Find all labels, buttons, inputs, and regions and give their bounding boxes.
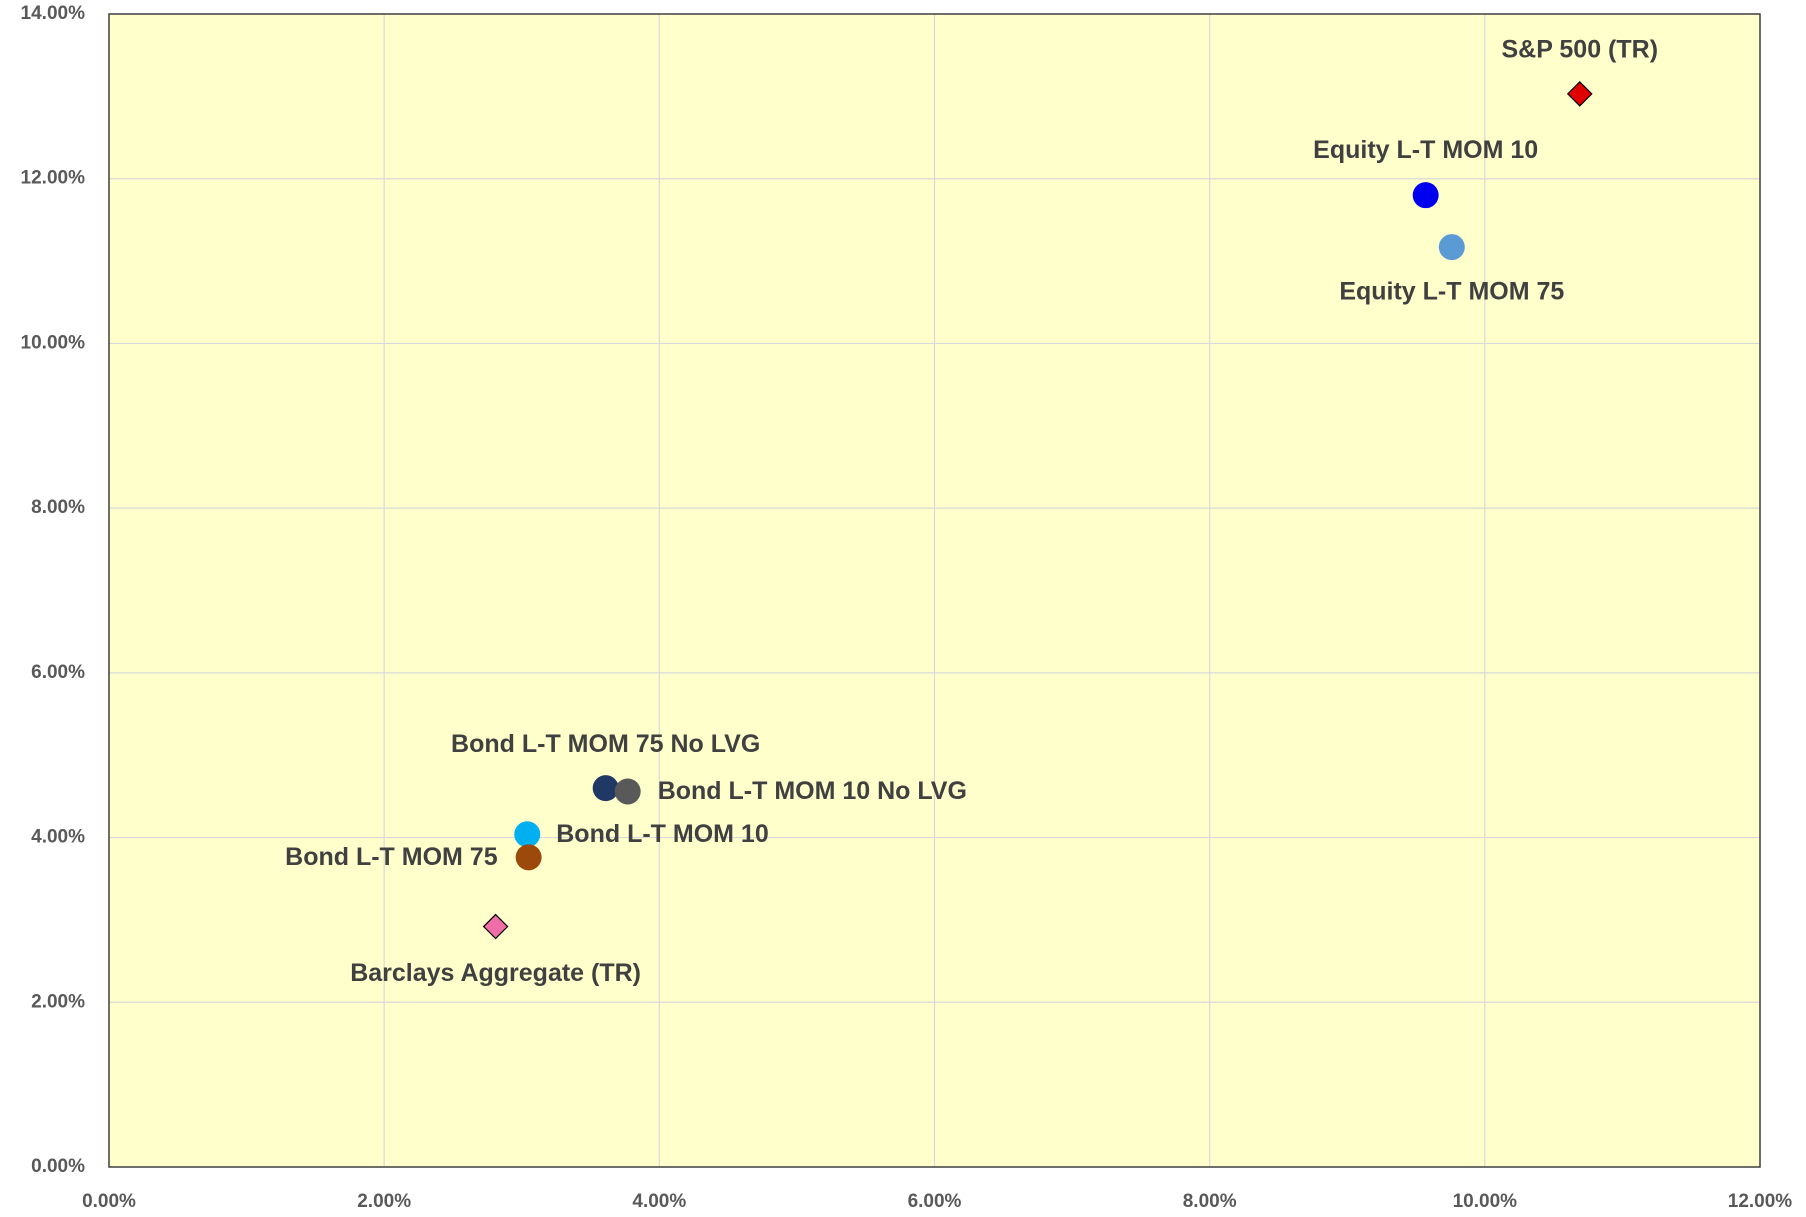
- point: [482, 913, 509, 940]
- point-label: Equity L-T MOM 75: [1339, 278, 1564, 306]
- point: [592, 775, 619, 802]
- point: [1566, 81, 1593, 107]
- point: [514, 821, 541, 848]
- point-label: Bond L-T MOM 10 No LVG: [658, 777, 967, 805]
- x-tick-label: 6.00%: [908, 1191, 962, 1212]
- x-tick-label: 12.00%: [1728, 1191, 1793, 1212]
- point-label: Bond L-T MOM 10: [556, 820, 768, 848]
- y-tick-label: 10.00%: [21, 332, 86, 353]
- y-tick-label: 0.00%: [31, 1156, 85, 1177]
- point-label: Bond L-T MOM 75: [285, 843, 498, 871]
- x-tick-label: 10.00%: [1453, 1191, 1518, 1212]
- x-tick-label: 4.00%: [632, 1191, 686, 1212]
- point-label: Barclays Aggregate (TR): [350, 959, 641, 987]
- point: [1438, 234, 1465, 261]
- x-tick-label: 8.00%: [1183, 1191, 1237, 1212]
- y-tick-label: 12.00%: [21, 168, 86, 189]
- y-tick-label: 8.00%: [31, 497, 85, 518]
- point-label: Equity L-T MOM 10: [1313, 136, 1538, 164]
- y-tick-label: 6.00%: [31, 662, 85, 683]
- point: [515, 844, 542, 871]
- point-label: Bond L-T MOM 75 No LVG: [451, 730, 760, 758]
- x-tick-label: 0.00%: [82, 1191, 136, 1212]
- y-tick-label: 2.00%: [31, 991, 85, 1012]
- y-tick-label: 14.00%: [21, 3, 86, 24]
- y-tick-label: 4.00%: [31, 827, 85, 848]
- point-label: S&P 500 (TR): [1502, 35, 1659, 63]
- point: [614, 778, 641, 805]
- x-tick-label: 2.00%: [357, 1191, 411, 1212]
- plot-border: [108, 13, 1761, 1168]
- point: [1412, 182, 1439, 209]
